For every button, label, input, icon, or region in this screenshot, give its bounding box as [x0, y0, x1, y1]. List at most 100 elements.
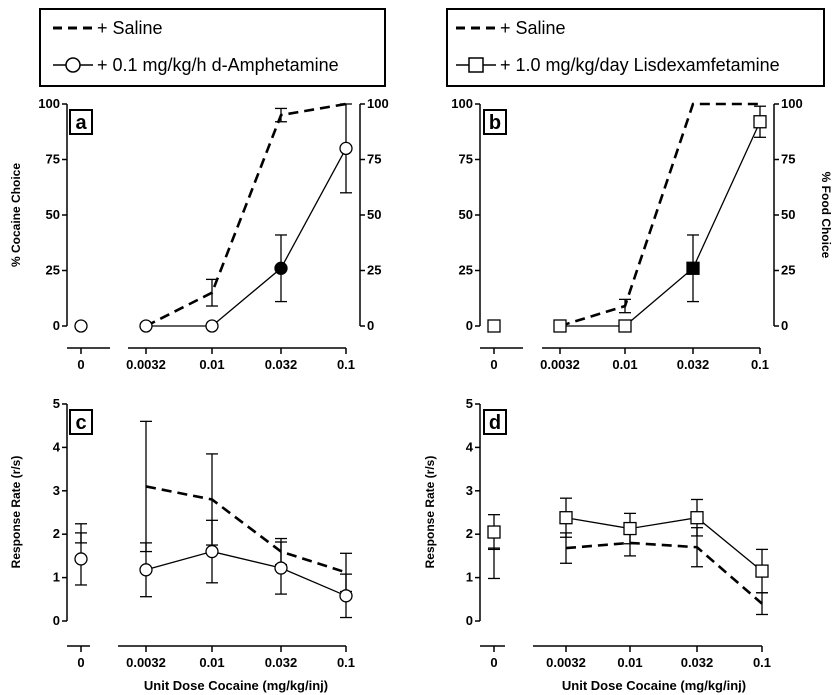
series-line-circle [146, 148, 347, 327]
y-tick-label: 100 [451, 96, 473, 111]
y-tick-label: 2 [466, 526, 473, 541]
y-tick-label: 4 [466, 439, 474, 454]
y-axis-label: Response Rate (r/s) [423, 456, 437, 569]
x-tick-label: 0.0032 [540, 357, 580, 372]
data-point-circle [139, 319, 153, 333]
data-point-square [690, 511, 704, 525]
legend-square-marker [468, 57, 484, 73]
data-point-circle [205, 319, 219, 333]
x-axis-label: Unit Dose Cocaine (mg/kg/inj) [144, 678, 328, 693]
panel-d: 0 1 2 3 4 5 0 0.0032 0.01 0.032 0.1 Response Rate (… [423, 396, 771, 693]
y2-tick-label: 75 [781, 152, 795, 167]
series-line-dashed [145, 485, 347, 574]
x-axis-label: Unit Dose Cocaine (mg/kg/inj) [562, 678, 746, 693]
y-tick-label: 0 [53, 613, 60, 628]
x-tick-label: 0.032 [265, 357, 298, 372]
data-point-circle [205, 544, 219, 559]
data-point-square [487, 525, 501, 539]
x-tick-label: 0.032 [677, 357, 710, 372]
series-line-square [560, 121, 761, 327]
series-line-circle [145, 550, 347, 597]
y-tick-label: 4 [53, 439, 61, 454]
y2-tick-label: 50 [367, 207, 381, 222]
legend-left: + Saline + 0.1 mg/kg/h d-Amphetamine [39, 8, 386, 87]
panel-a: 0 25 50 75 100 0 25 50 75 100 0 0.0032 0.01 0.032 0.1%… [9, 96, 389, 372]
series-line-square [565, 517, 763, 572]
x-tick-label: 0.032 [681, 655, 714, 670]
y-tick-label: 1 [466, 570, 473, 585]
y-tick-label: 0 [53, 318, 60, 333]
y-tick-label: 0 [466, 613, 473, 628]
data-point-circle [74, 319, 88, 333]
panel-letter-box [483, 409, 507, 435]
y-tick-label: 25 [46, 263, 60, 278]
panel-c: 0 1 2 3 4 5 0 0.0032 0.01 0.032 0.1 Response Rate (… [9, 396, 355, 693]
x-tick-label: 0.0032 [546, 655, 586, 670]
panel-letter-box [483, 109, 507, 135]
y-tick-label: 5 [53, 396, 60, 411]
y-tick-label: 0 [466, 318, 473, 333]
legend-entry-lisdexamfetamine: + 1.0 mg/kg/day Lisdexamfetamine [500, 55, 780, 75]
x-tick-label: 0.1 [751, 357, 769, 372]
series-line-dashed [559, 102, 760, 328]
y2-tick-label: 75 [367, 152, 381, 167]
y2-tick-label: 25 [781, 263, 795, 278]
y-tick-label: 5 [466, 396, 473, 411]
panel-letter-box [69, 109, 93, 135]
data-point-circle [339, 589, 353, 603]
x-tick-label: 0 [77, 357, 84, 372]
y-tick-label: 25 [459, 263, 473, 278]
x-tick-label: 0 [490, 357, 497, 372]
data-point-square [487, 319, 501, 333]
y2-tick-label: 0 [781, 318, 788, 333]
y-tick-label: 50 [46, 207, 60, 222]
data-point-circle [339, 141, 353, 156]
y2-axis-label: % Food Choice [819, 172, 832, 259]
y2-tick-label: 100 [781, 96, 803, 111]
y2-tick-label: 0 [367, 318, 374, 333]
y-axis-label: % Cocaine Choice [9, 163, 23, 267]
x-tick-label: 0.01 [199, 357, 224, 372]
data-point-square [686, 261, 700, 275]
series-line-dashed [145, 102, 347, 328]
x-tick-label: 0.1 [753, 655, 771, 670]
data-point-square [623, 521, 637, 536]
y-tick-label: 3 [53, 483, 60, 498]
x-tick-label: 0.0032 [126, 357, 166, 372]
x-tick-label: 0.1 [337, 357, 355, 372]
y-tick-label: 100 [38, 96, 60, 111]
x-tick-label: 0.1 [337, 655, 355, 670]
y2-tick-label: 25 [367, 263, 381, 278]
data-point-circle [74, 552, 88, 566]
panel-letter: b [489, 112, 501, 134]
panel-letter: d [489, 412, 501, 434]
data-point-square [618, 319, 632, 333]
series-line-dashed [565, 541, 763, 605]
legend-entry-amphetamine: + 0.1 mg/kg/h d-Amphetamine [97, 55, 339, 75]
legend-entry-saline: + Saline [500, 18, 566, 38]
x-tick-label: 0.032 [265, 655, 298, 670]
data-point-circle [139, 563, 153, 577]
legend-entry-saline: + Saline [97, 18, 163, 38]
data-point-circle [274, 261, 288, 275]
y2-tick-label: 100 [367, 96, 389, 111]
y-tick-label: 3 [466, 483, 473, 498]
y2-tick-label: 50 [781, 207, 795, 222]
y-tick-label: 50 [459, 207, 473, 222]
x-tick-label: 0.01 [612, 357, 637, 372]
x-tick-label: 0.0032 [126, 655, 166, 670]
panel-b: 0 25 50 75 100 0 25 50 75 100 0 0.0032 0.01 0.032 0.1%… [451, 96, 832, 372]
panel-letter: c [75, 412, 86, 434]
x-tick-label: 0 [490, 655, 497, 670]
y-axis-label: Response Rate (r/s) [9, 456, 23, 569]
y-tick-label: 75 [459, 152, 473, 167]
x-tick-label: 0.01 [199, 655, 224, 670]
data-point-square [553, 319, 567, 333]
data-point-circle [274, 561, 288, 575]
data-point-square [753, 115, 767, 129]
y-tick-label: 75 [46, 152, 60, 167]
y-tick-label: 1 [53, 570, 60, 585]
data-point-square [755, 564, 769, 578]
legend-circle-marker [65, 57, 81, 73]
